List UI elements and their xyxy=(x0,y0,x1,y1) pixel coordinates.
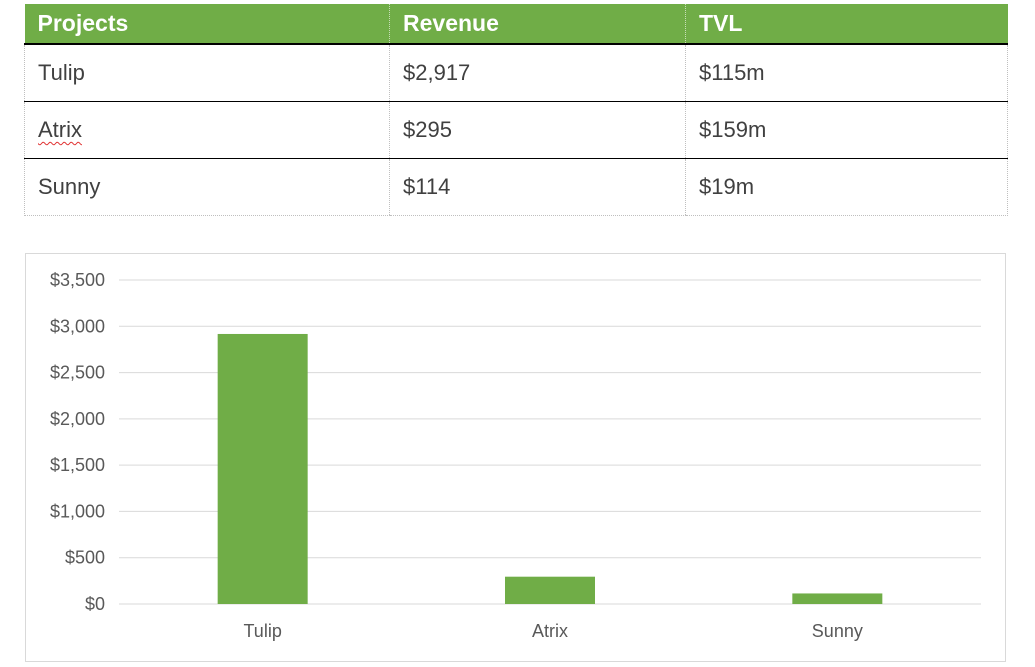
cell-project: Tulip xyxy=(24,44,390,102)
chart-canvas: $0 $500 $1,000 $1,500 $2,000 $2,500 $3,000 $3,5… xyxy=(50,270,981,641)
revenue-bar-chart: $0 $500 $1,000 $1,500 $2,000 $2,500 $3,000 $3,5… xyxy=(25,253,1006,662)
y-tick-label: $1,500 xyxy=(50,455,105,475)
cell-project: Sunny xyxy=(24,158,390,216)
y-tick-label: $500 xyxy=(65,548,105,568)
y-tick-label: $2,000 xyxy=(50,409,105,429)
cell-revenue: $2,917 xyxy=(389,44,686,102)
table-row: Atrix $295 $159m xyxy=(24,101,1008,159)
y-tick-label: $2,500 xyxy=(50,363,105,383)
x-category-label: Atrix xyxy=(532,621,568,641)
projects-table: Projects Revenue TVL Tulip $2,917 $115m … xyxy=(24,4,1008,216)
cell-project: Atrix xyxy=(24,101,390,159)
cell-revenue: $114 xyxy=(389,158,686,216)
x-category-label: Sunny xyxy=(812,621,863,641)
table-header-row: Projects Revenue TVL xyxy=(24,4,1008,45)
bar-sunny xyxy=(792,593,883,604)
bar-atrix xyxy=(505,576,595,604)
x-category-label: Tulip xyxy=(243,621,281,641)
cell-tvl: $19m xyxy=(685,158,1008,216)
bar-tulip xyxy=(217,333,308,604)
cell-project-text: Atrix xyxy=(38,117,82,142)
y-tick-label: $3,500 xyxy=(50,270,105,290)
y-tick-label: $1,000 xyxy=(50,501,105,521)
cell-tvl: $159m xyxy=(685,101,1008,159)
y-tick-label: $0 xyxy=(85,594,105,614)
y-tick-label: $3,000 xyxy=(50,316,105,336)
header-tvl: TVL xyxy=(685,4,1008,45)
bars xyxy=(217,333,883,604)
header-projects: Projects xyxy=(24,4,390,45)
cell-tvl: $115m xyxy=(685,44,1008,102)
cell-revenue: $295 xyxy=(389,101,686,159)
x-axis-categories: Tulip Atrix Sunny xyxy=(243,621,862,641)
table-row: Tulip $2,917 $115m xyxy=(24,44,1008,102)
table-row: Sunny $114 $19m xyxy=(24,158,1008,216)
y-axis-ticks: $0 $500 $1,000 $1,500 $2,000 $2,500 $3,000 $3,5… xyxy=(50,270,105,614)
header-revenue: Revenue xyxy=(389,4,686,45)
